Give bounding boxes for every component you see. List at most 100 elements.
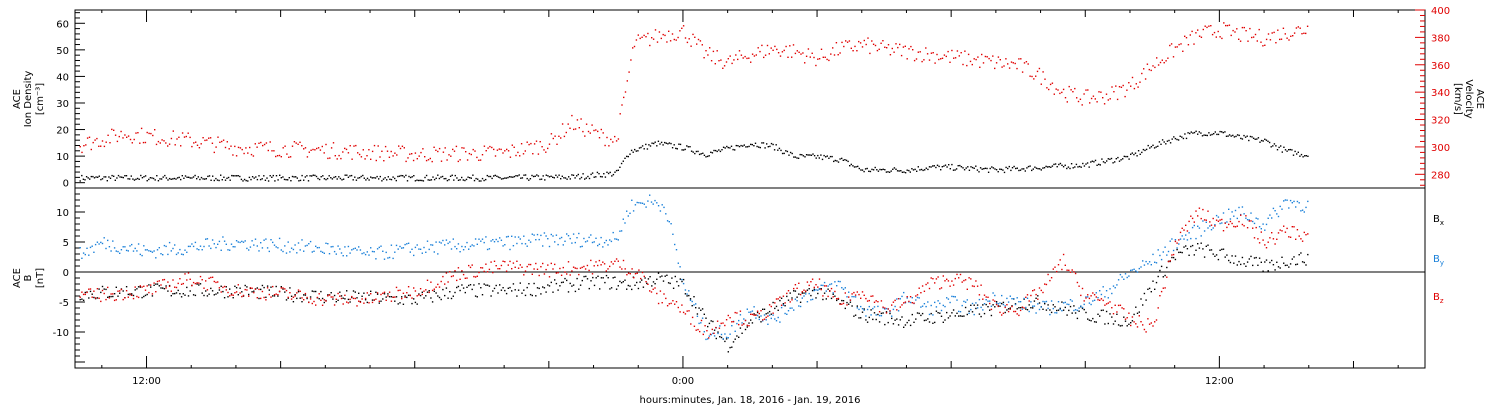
by-point — [442, 239, 444, 242]
density-point — [925, 167, 927, 169]
bottom-ylabel-line-2: B — [23, 274, 34, 281]
by-point — [100, 241, 102, 244]
velocity-point — [392, 155, 394, 157]
bx-point — [461, 284, 463, 286]
bx-point — [504, 289, 506, 292]
velocity-point — [418, 155, 420, 157]
density-point — [1294, 150, 1296, 153]
bx-point — [1197, 243, 1199, 245]
by-point — [916, 296, 919, 299]
by-point — [889, 311, 891, 313]
by-point — [244, 240, 246, 242]
bz-point — [1157, 307, 1159, 309]
bz-point — [170, 290, 172, 292]
bx-point — [112, 295, 114, 298]
by-point — [1104, 296, 1106, 298]
bx-point — [464, 291, 466, 294]
bx-point — [701, 308, 704, 310]
by-point — [86, 247, 88, 249]
bx-point — [478, 283, 480, 285]
bz-point — [619, 266, 621, 268]
velocity-point — [120, 130, 122, 133]
density-point — [409, 176, 412, 179]
velocity-point — [1076, 97, 1078, 99]
density-point — [534, 175, 536, 177]
by-point — [1126, 276, 1128, 279]
density-point — [1056, 166, 1058, 168]
bx-point — [729, 346, 731, 349]
bx-point — [772, 301, 774, 304]
by-point — [578, 232, 580, 235]
density-point — [756, 145, 758, 148]
bz-point — [160, 284, 162, 286]
bz-point — [1032, 290, 1034, 292]
by-point — [232, 246, 234, 248]
by-point — [823, 281, 826, 284]
bx-point — [1150, 291, 1152, 293]
bz-point — [1243, 225, 1245, 227]
bz-point — [86, 291, 88, 294]
bx-point — [1183, 246, 1185, 248]
velocity-point — [211, 142, 214, 144]
density-point — [160, 178, 163, 180]
bz-point — [1088, 297, 1091, 300]
density-point — [729, 147, 731, 149]
bz-point — [461, 270, 463, 272]
density-point — [556, 176, 559, 178]
density-point — [810, 154, 813, 156]
bx-point — [1045, 309, 1048, 311]
bx-point — [232, 297, 234, 299]
bz-point — [848, 296, 850, 298]
density-point — [440, 176, 442, 178]
bz-point — [227, 291, 229, 294]
by-point — [156, 249, 159, 251]
density-point — [470, 177, 472, 179]
velocity-point — [750, 61, 752, 63]
bx-point — [301, 301, 303, 303]
bz-point — [406, 292, 408, 294]
bx-point — [679, 278, 681, 280]
density-point — [659, 143, 661, 145]
by-point — [921, 305, 924, 307]
by-point — [210, 247, 212, 250]
bx-point — [545, 291, 547, 293]
density-point — [1267, 140, 1269, 142]
velocity-point — [1286, 37, 1288, 39]
by-point — [1145, 260, 1147, 263]
bz-point — [155, 291, 157, 293]
bx-point — [1078, 310, 1080, 312]
velocity-point — [578, 127, 580, 129]
bx-point — [332, 298, 334, 300]
velocity-point — [1206, 26, 1208, 29]
velocity-point — [1109, 98, 1111, 100]
bz-point — [174, 286, 176, 288]
velocity-point — [1241, 26, 1244, 29]
density-point — [963, 169, 966, 171]
bz-point — [208, 277, 210, 279]
by-point — [727, 337, 729, 339]
by-point — [488, 248, 491, 250]
bz-point — [552, 268, 554, 270]
bx-point — [775, 305, 778, 308]
by-point — [418, 248, 420, 250]
bz-point — [743, 323, 745, 325]
bx-point — [939, 312, 941, 314]
velocity-point — [606, 136, 608, 139]
by-point — [1133, 268, 1135, 270]
by-point — [153, 250, 155, 252]
bz-point — [715, 326, 717, 329]
bx-point — [433, 290, 435, 292]
density-point — [702, 152, 704, 154]
bz-point — [1026, 294, 1029, 296]
density-point — [682, 149, 685, 151]
velocity-point — [774, 45, 776, 48]
by-point — [346, 255, 348, 257]
bottom-left-tick-label: -5 — [59, 298, 69, 309]
velocity-point — [342, 151, 344, 153]
bz-point — [892, 301, 895, 303]
bz-point — [1300, 238, 1302, 240]
density-point — [858, 167, 860, 170]
bz-point — [531, 273, 533, 275]
bz-point — [81, 291, 83, 293]
